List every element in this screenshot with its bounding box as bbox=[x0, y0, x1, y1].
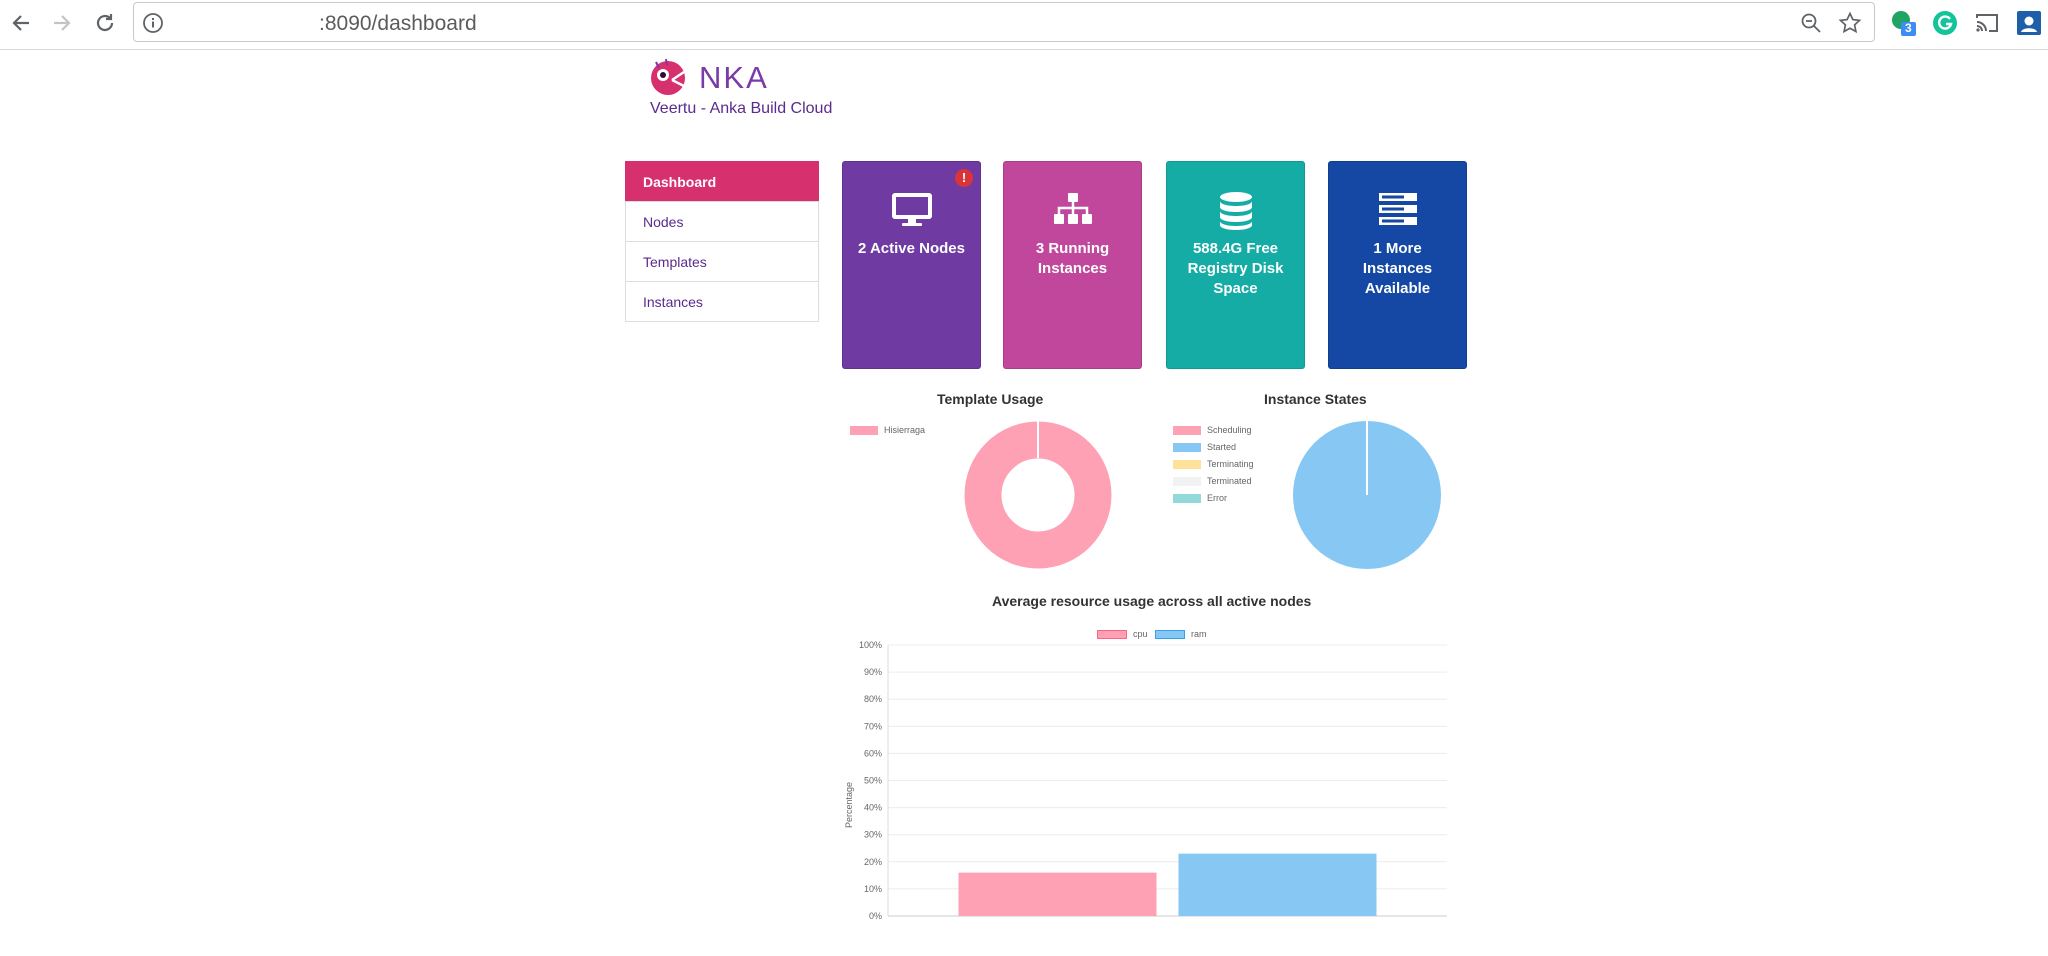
zoom-icon[interactable] bbox=[1800, 12, 1822, 34]
browser-toolbar: :8090/dashboard 3 bbox=[0, 0, 2048, 50]
legend-label: ram bbox=[1191, 629, 1207, 639]
sitemap-icon bbox=[1053, 193, 1092, 224]
profile-extension-button[interactable] bbox=[2014, 8, 2044, 38]
available-instances-tile[interactable]: 1 More Instances Available bbox=[1328, 161, 1467, 369]
sidebar-nav: Dashboard Nodes Templates Instances bbox=[625, 161, 819, 322]
alert-badge: ! bbox=[955, 169, 973, 187]
address-bar[interactable]: :8090/dashboard bbox=[133, 2, 1875, 42]
database-icon bbox=[1219, 192, 1252, 230]
extension-badge: 3 bbox=[1905, 21, 1912, 35]
usage-legend-ram[interactable]: ram bbox=[1155, 628, 1207, 640]
reload-icon bbox=[96, 14, 114, 32]
y-tick-label: 0% bbox=[869, 911, 882, 920]
monitor-icon bbox=[891, 193, 932, 226]
legend-label: Started bbox=[1207, 442, 1237, 452]
cast-icon bbox=[1976, 14, 1998, 32]
bar-cpu[interactable] bbox=[958, 872, 1157, 916]
forward-button[interactable] bbox=[45, 6, 79, 40]
y-tick-label: 40% bbox=[864, 803, 882, 813]
registry-disk-tile[interactable]: 588.4G Free Registry Disk Space bbox=[1166, 161, 1305, 369]
y-tick-label: 70% bbox=[864, 721, 882, 731]
available-instances-label: 1 More Instances Available bbox=[1362, 240, 1433, 297]
y-tick-label: 50% bbox=[864, 776, 882, 786]
legend-swatch bbox=[1097, 629, 1127, 639]
page-subtitle: Veertu - Anka Build Cloud bbox=[650, 100, 833, 117]
y-tick-label: 30% bbox=[864, 830, 882, 840]
sidebar-item-instances[interactable]: Instances bbox=[625, 281, 819, 322]
site-info-icon[interactable] bbox=[142, 12, 164, 34]
legend-swatch bbox=[1173, 459, 1201, 469]
y-tick-label: 60% bbox=[864, 748, 882, 758]
y-tick-label: 20% bbox=[864, 857, 882, 867]
resource-usage-bar-chart: 0% 10% 20% 30% 40% 50% 60% 70% 80% 90% 100% Percen… bbox=[844, 640, 1447, 920]
instance-states-title: Instance States bbox=[1264, 391, 1367, 407]
y-tick-label: 80% bbox=[864, 694, 882, 704]
y-tick-label: 10% bbox=[864, 884, 882, 894]
y-tick-label: 90% bbox=[864, 667, 882, 677]
active-nodes-tile[interactable]: ! 2 Active Nodes bbox=[842, 161, 981, 369]
states-legend-scheduling[interactable]: Scheduling bbox=[1173, 424, 1252, 436]
registry-disk-label: 588.4G Free Registry Disk Space bbox=[1187, 240, 1284, 297]
server-icon bbox=[1378, 193, 1417, 225]
template-usage-title: Template Usage bbox=[937, 391, 1044, 407]
anka-logo bbox=[651, 58, 685, 95]
legend-swatch bbox=[1173, 493, 1201, 503]
grammarly-icon bbox=[1933, 11, 1957, 35]
chat-extension-icon bbox=[1892, 11, 1916, 36]
y-tick-label: 100% bbox=[859, 640, 882, 650]
reload-button[interactable] bbox=[88, 6, 122, 40]
usage-legend-cpu[interactable]: cpu bbox=[1097, 628, 1148, 640]
sidebar-item-nodes[interactable]: Nodes bbox=[625, 201, 819, 242]
forward-arrow-icon bbox=[54, 15, 71, 31]
template-usage-donut bbox=[964, 421, 1112, 569]
legend-swatch bbox=[1155, 629, 1185, 639]
states-legend-started[interactable]: Started bbox=[1173, 441, 1236, 453]
cast-button[interactable] bbox=[1972, 8, 2002, 38]
extension-chat-button[interactable]: 3 bbox=[1888, 8, 1918, 38]
y-axis-label: Percentage bbox=[844, 782, 854, 828]
legend-swatch bbox=[1173, 442, 1201, 452]
active-nodes-label: 2 Active Nodes bbox=[858, 240, 965, 257]
sidebar-item-templates[interactable]: Templates bbox=[625, 241, 819, 282]
back-arrow-icon bbox=[12, 15, 29, 31]
y-axis-ticks: 0% 10% 20% 30% 40% 50% 60% 70% 80% 90% 100% bbox=[859, 640, 882, 920]
bar-ram[interactable] bbox=[1178, 853, 1377, 916]
legend-label: Hisierraga bbox=[884, 425, 926, 435]
bookmark-star-icon[interactable] bbox=[1838, 11, 1862, 35]
grammarly-button[interactable] bbox=[1930, 8, 1960, 38]
url-text[interactable]: :8090/dashboard bbox=[319, 12, 477, 35]
sidebar-item-dashboard[interactable]: Dashboard bbox=[625, 161, 819, 202]
legend-label: Error bbox=[1207, 493, 1227, 503]
back-button[interactable] bbox=[4, 6, 38, 40]
logo-text: NKA bbox=[699, 60, 769, 95]
profile-extension-icon bbox=[2017, 11, 2041, 35]
legend-label: Terminated bbox=[1207, 476, 1252, 486]
legend-swatch bbox=[1173, 476, 1201, 486]
legend-swatch bbox=[1173, 425, 1201, 435]
states-legend-terminating[interactable]: Terminating bbox=[1173, 458, 1254, 470]
bars bbox=[958, 853, 1377, 916]
states-legend-error[interactable]: Error bbox=[1173, 492, 1227, 504]
states-legend-terminated[interactable]: Terminated bbox=[1173, 475, 1252, 487]
running-instances-tile[interactable]: 3 Running Instances bbox=[1003, 161, 1142, 369]
legend-label: Terminating bbox=[1207, 459, 1254, 469]
running-instances-label: 3 Running Instances bbox=[1035, 240, 1110, 277]
resource-usage-title: Average resource usage across all active… bbox=[992, 593, 1312, 609]
legend-swatch bbox=[850, 425, 878, 435]
instance-states-pie bbox=[1293, 421, 1441, 569]
template-legend-item[interactable]: Hisierraga bbox=[850, 424, 925, 436]
legend-label: cpu bbox=[1133, 629, 1148, 639]
legend-label: Scheduling bbox=[1207, 425, 1252, 435]
